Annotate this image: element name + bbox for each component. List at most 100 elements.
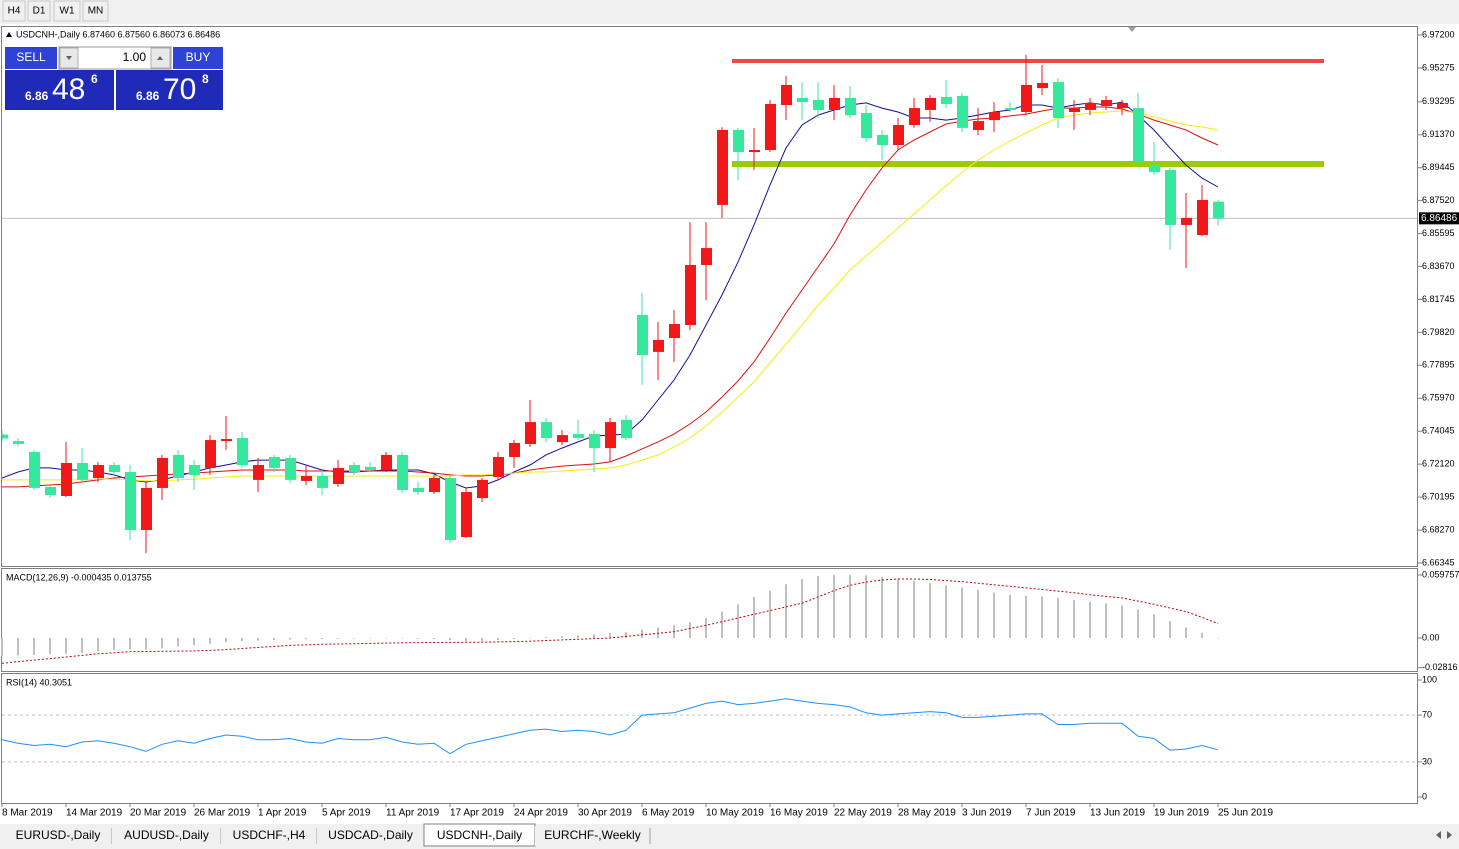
y-tick-label: 0 bbox=[1422, 791, 1427, 801]
candle-body bbox=[29, 452, 40, 488]
macd-bar bbox=[609, 633, 611, 638]
chart-tab[interactable]: EURUSD-,Daily bbox=[4, 826, 113, 846]
buy-button[interactable]: BUY bbox=[173, 47, 223, 69]
macd-bar bbox=[913, 581, 915, 638]
price-box[interactable]: 6.86 70 8 bbox=[116, 70, 223, 110]
button-label: SELL bbox=[16, 50, 46, 64]
candle-body bbox=[749, 149, 760, 153]
y-tick-label: 6.75970 bbox=[1422, 393, 1455, 403]
macd-bar bbox=[1217, 637, 1219, 639]
macd-bar bbox=[625, 632, 627, 638]
macd-bar bbox=[145, 637, 147, 650]
y-tick-label: 6.68270 bbox=[1422, 524, 1455, 534]
macd-bar bbox=[1137, 609, 1139, 638]
fraction: 8 bbox=[202, 72, 209, 86]
macd-bar bbox=[385, 637, 387, 639]
candle-body bbox=[653, 339, 664, 352]
macd-bar bbox=[897, 578, 899, 638]
candle-body bbox=[461, 492, 472, 538]
timeframe-button[interactable]: MN bbox=[82, 0, 109, 22]
y-tick-label: 6.79820 bbox=[1422, 327, 1455, 337]
timeframe-button[interactable]: D1 bbox=[27, 0, 51, 22]
main-pane-border bbox=[1, 26, 1418, 567]
x-tick-label: 5 Apr 2019 bbox=[322, 808, 371, 819]
button-face bbox=[5, 47, 57, 69]
chart-tab[interactable]: USDCNH-,Daily bbox=[423, 823, 536, 847]
candle-body bbox=[1037, 82, 1048, 89]
candle-body bbox=[877, 134, 888, 146]
macd-bar bbox=[321, 637, 323, 640]
lot-input[interactable]: 1.00 bbox=[58, 46, 172, 70]
x-tick-label: 11 Apr 2019 bbox=[386, 808, 440, 819]
y-tick-label: 6.87520 bbox=[1422, 195, 1455, 205]
macd-bar bbox=[1, 637, 3, 656]
y-tick-label: 6.70195 bbox=[1422, 491, 1455, 501]
candle-body bbox=[445, 478, 456, 540]
candle-body bbox=[477, 479, 488, 499]
tab-face bbox=[4, 826, 112, 846]
macd-bar bbox=[369, 637, 371, 639]
macd-bar bbox=[1169, 621, 1171, 638]
tab-face bbox=[535, 826, 650, 846]
y-tick-label: 0.059757 bbox=[1422, 569, 1459, 579]
button-label: BUY bbox=[186, 50, 211, 64]
candle-body bbox=[621, 420, 632, 438]
sell-button[interactable]: SELL bbox=[5, 47, 57, 69]
macd-bar bbox=[1009, 594, 1011, 638]
macd-bar bbox=[129, 637, 131, 650]
scroll-right[interactable] bbox=[1447, 831, 1452, 839]
x-tick-label: 10 May 2019 bbox=[706, 808, 764, 819]
y-tick-label: 6.74045 bbox=[1422, 426, 1455, 436]
candle-body bbox=[141, 487, 152, 531]
macd-bar bbox=[1089, 601, 1091, 638]
timeframe-button[interactable]: H4 bbox=[2, 0, 26, 22]
timeframe-button[interactable]: W1 bbox=[53, 0, 81, 22]
macd-bar bbox=[577, 635, 579, 638]
chart-title: USDCNH-,Daily 6.87460 6.87560 6.86073 6.… bbox=[16, 29, 220, 39]
x-tick-label: 26 Mar 2019 bbox=[194, 808, 251, 819]
fraction: 6 bbox=[91, 72, 98, 86]
candle-body bbox=[1197, 199, 1208, 236]
candle-body bbox=[1181, 217, 1192, 225]
x-tick-label: 1 Apr 2019 bbox=[258, 808, 307, 819]
y-tick-label: 6.81745 bbox=[1422, 294, 1455, 304]
candle-body bbox=[301, 475, 312, 481]
macd-bar bbox=[641, 629, 643, 638]
candle-body bbox=[253, 465, 264, 480]
candle-body bbox=[413, 487, 424, 493]
macd-bar bbox=[465, 637, 467, 642]
price-box[interactable]: 6.86 48 6 bbox=[5, 70, 114, 110]
pips: 70 bbox=[163, 73, 196, 106]
macd-bar bbox=[865, 575, 867, 638]
macd-bar bbox=[1121, 605, 1123, 638]
chart-tab[interactable]: EURCHF-,Weekly bbox=[535, 826, 651, 846]
price-face bbox=[5, 70, 114, 110]
macd-bar bbox=[545, 636, 547, 638]
candle-body bbox=[109, 465, 120, 473]
macd-bar bbox=[561, 636, 563, 638]
y-tick-label: 6.77895 bbox=[1422, 360, 1455, 370]
candle-body bbox=[701, 248, 712, 265]
macd-bar bbox=[849, 574, 851, 638]
candle-body bbox=[845, 97, 856, 116]
chart-tab[interactable]: USDCHF-,H4 bbox=[221, 826, 318, 846]
button-label: W1 bbox=[60, 6, 75, 17]
candle-body bbox=[941, 96, 952, 104]
macd-bar bbox=[49, 637, 51, 655]
scroll-left[interactable] bbox=[1436, 831, 1441, 839]
x-tick-label: 19 Jun 2019 bbox=[1154, 808, 1209, 819]
y-tick-label: 100 bbox=[1422, 674, 1437, 684]
candle-body bbox=[285, 458, 296, 480]
chart-tab[interactable]: USDCAD-,Daily bbox=[317, 826, 425, 846]
macd-bar bbox=[417, 637, 419, 639]
button-label: D1 bbox=[33, 6, 46, 17]
y-tick-label: 30 bbox=[1422, 756, 1432, 766]
macd-bar bbox=[433, 637, 435, 640]
macd-bar bbox=[113, 637, 115, 651]
x-tick-label: 25 Jun 2019 bbox=[1218, 808, 1273, 819]
chart-tab[interactable]: AUDUSD-,Daily bbox=[112, 826, 222, 846]
candle-body bbox=[61, 462, 72, 496]
candle-body bbox=[2, 434, 8, 439]
